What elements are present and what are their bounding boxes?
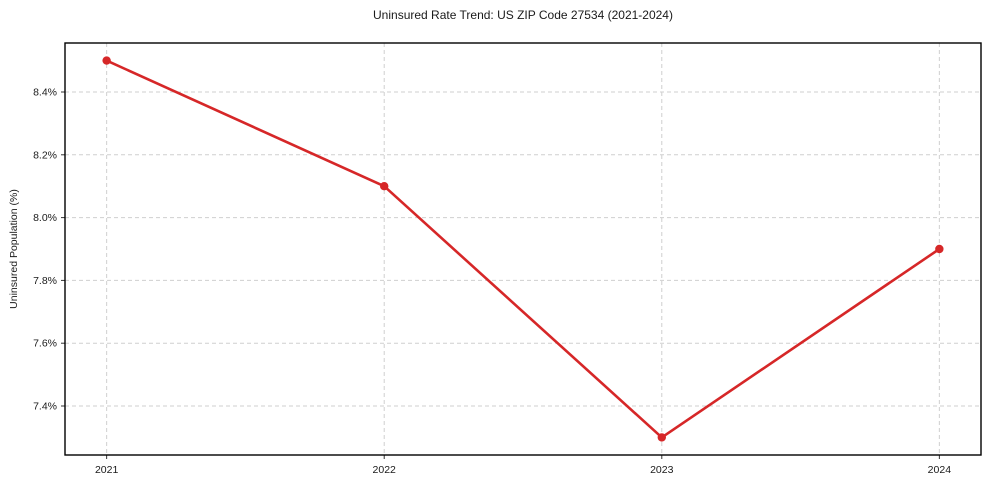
trend-line xyxy=(105,59,941,439)
data-point-2021 xyxy=(102,56,111,65)
y-tick-label: 7.8% xyxy=(33,275,57,287)
y-tick-label: 8.2% xyxy=(33,149,57,161)
x-tick-label: 2022 xyxy=(373,464,397,476)
chart-title: Uninsured Rate Trend: US ZIP Code 27534 … xyxy=(373,8,673,22)
data-point-2023 xyxy=(657,433,666,442)
y-tick-label: 7.4% xyxy=(33,401,57,413)
y-tick-label: 7.6% xyxy=(33,338,57,350)
y-tick-label: 8.4% xyxy=(33,86,57,98)
x-tick-label: 2024 xyxy=(928,464,952,476)
plot-border xyxy=(64,42,982,456)
data-point-2022 xyxy=(380,181,389,191)
data-point-2024 xyxy=(935,244,944,254)
y-tick-label: 8.0% xyxy=(33,212,57,224)
x-tick-label: 2023 xyxy=(650,464,674,476)
x-tick-label: 2021 xyxy=(95,464,119,476)
